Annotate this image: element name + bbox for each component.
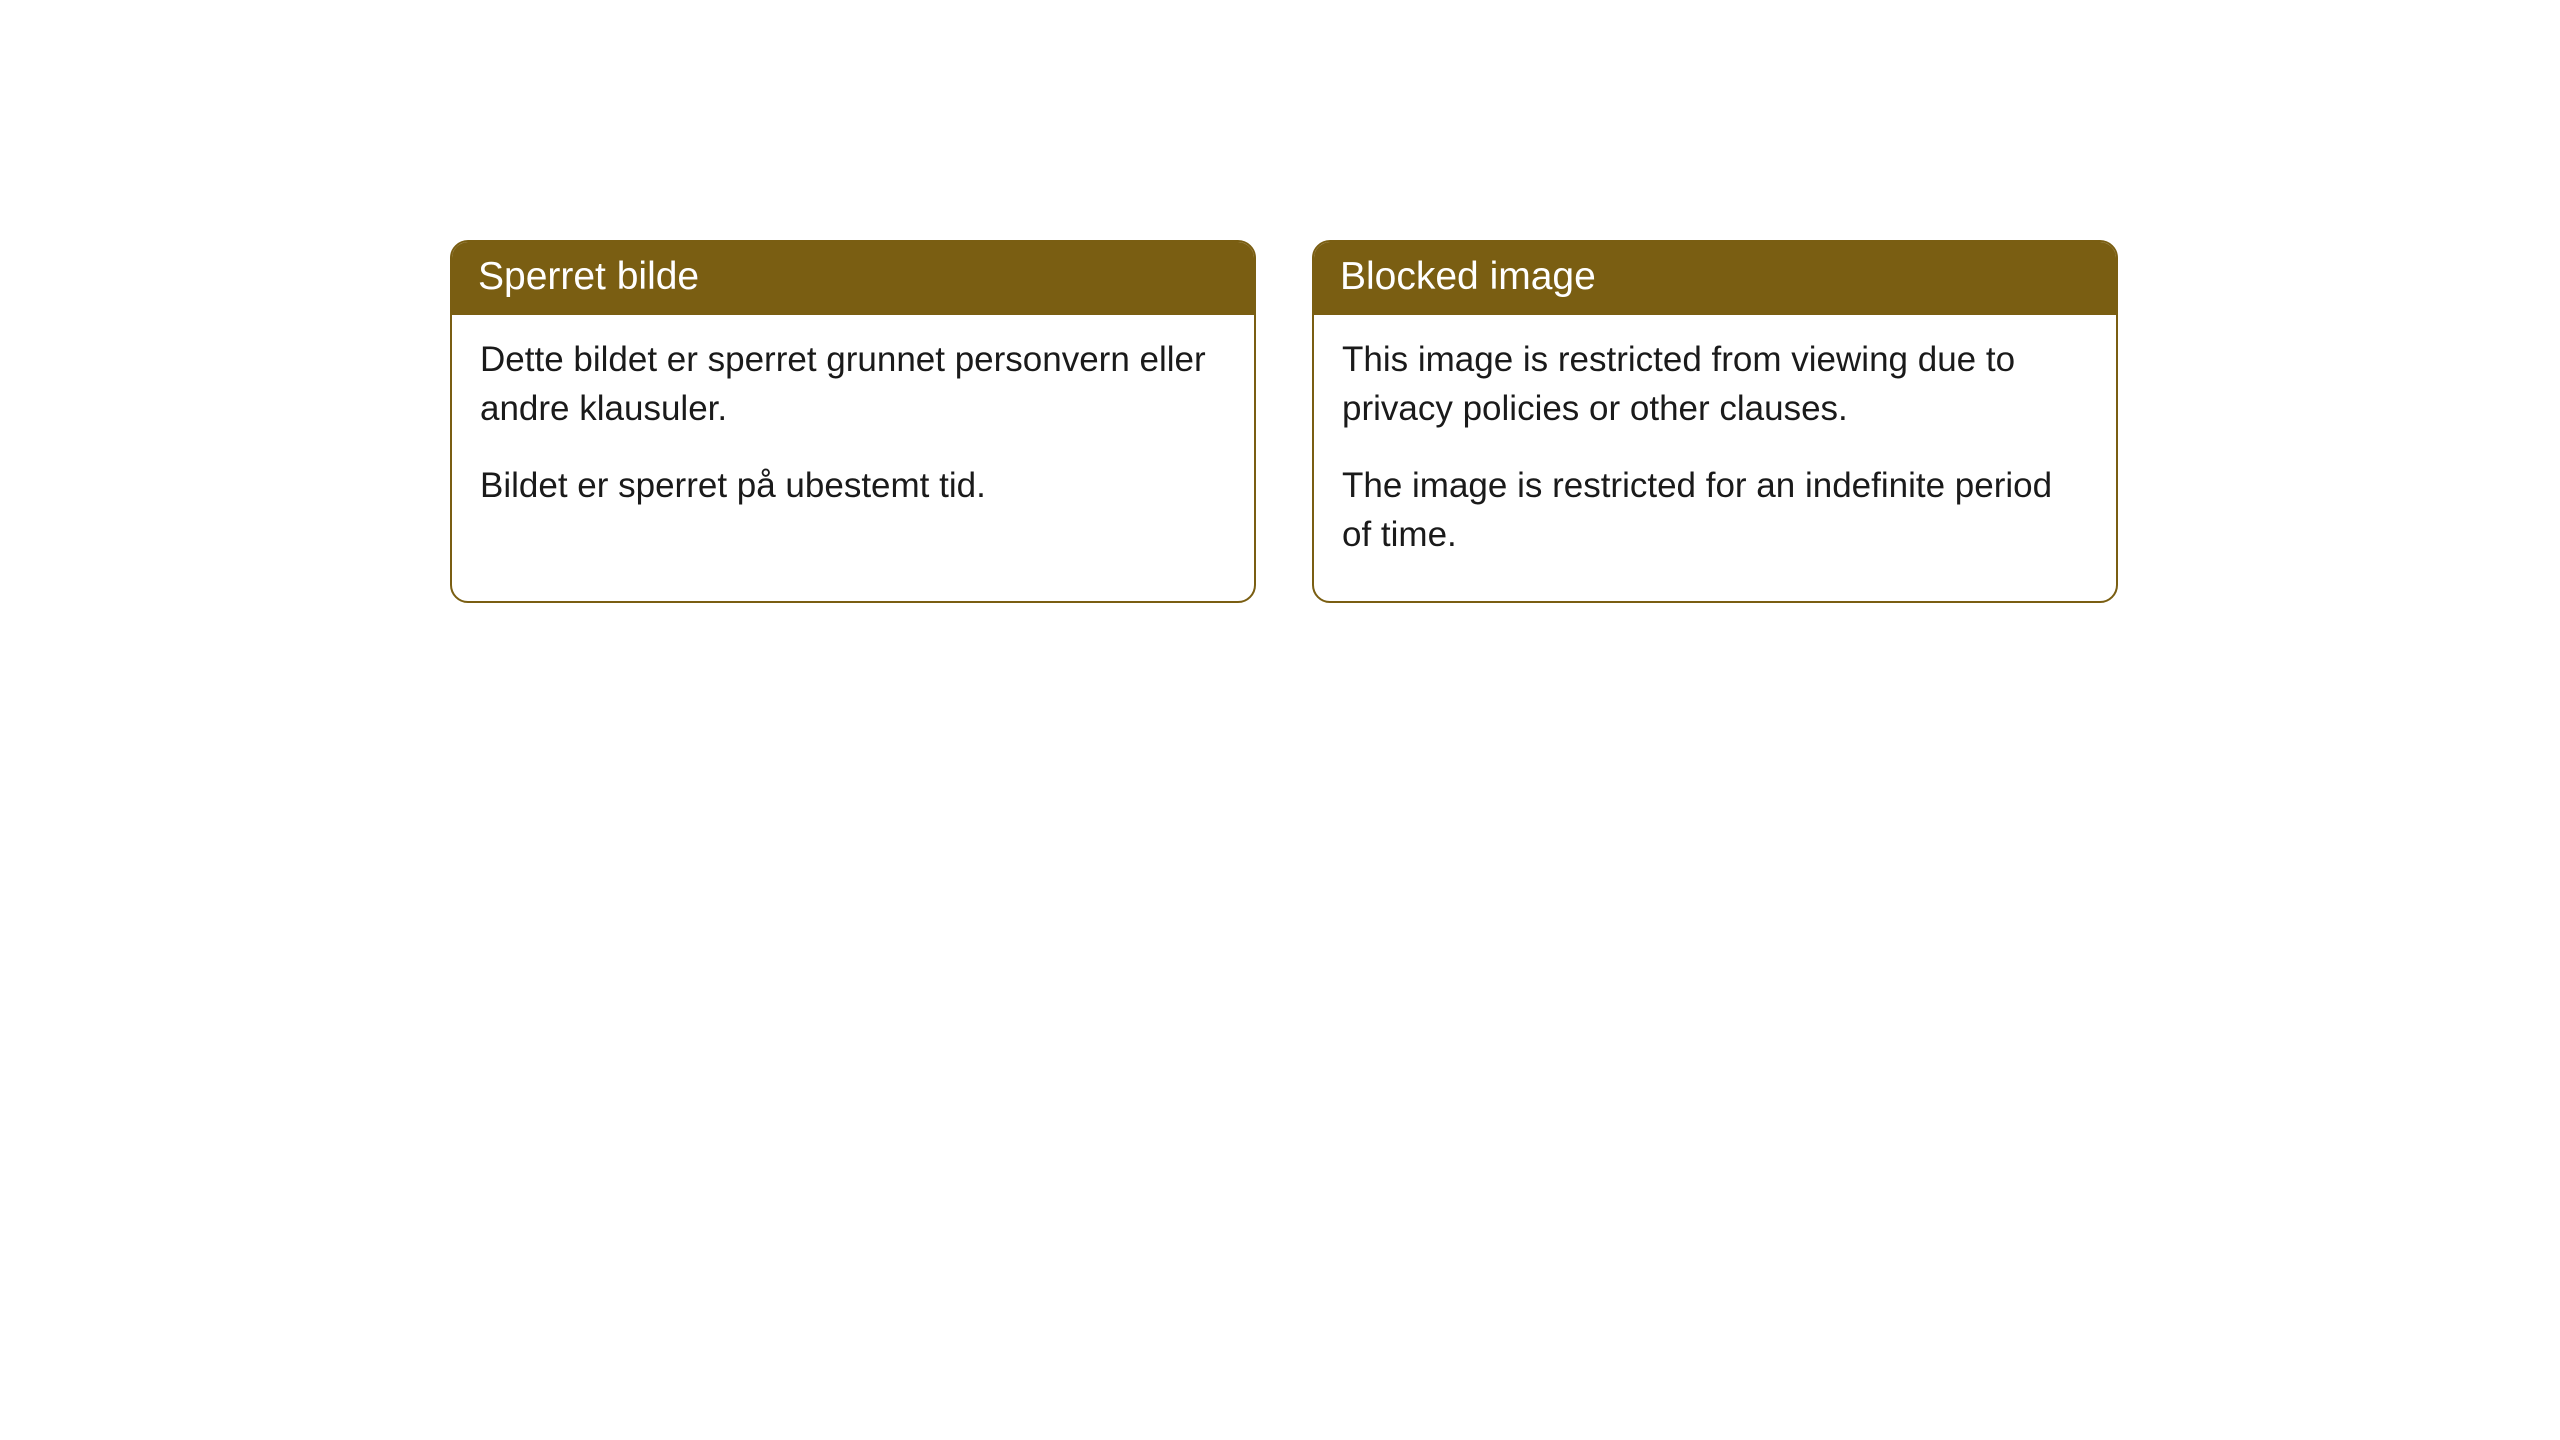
notice-card-english: Blocked image This image is restricted f… xyxy=(1312,240,2118,603)
notice-cards-container: Sperret bilde Dette bildet er sperret gr… xyxy=(450,240,2118,603)
card-paragraph: The image is restricted for an indefinit… xyxy=(1342,461,2088,559)
card-header-norwegian: Sperret bilde xyxy=(452,242,1254,315)
card-body-english: This image is restricted from viewing du… xyxy=(1314,315,2116,601)
card-header-english: Blocked image xyxy=(1314,242,2116,315)
card-body-norwegian: Dette bildet er sperret grunnet personve… xyxy=(452,315,1254,552)
card-paragraph: Dette bildet er sperret grunnet personve… xyxy=(480,335,1226,433)
card-paragraph: This image is restricted from viewing du… xyxy=(1342,335,2088,433)
notice-card-norwegian: Sperret bilde Dette bildet er sperret gr… xyxy=(450,240,1256,603)
card-paragraph: Bildet er sperret på ubestemt tid. xyxy=(480,461,1226,510)
